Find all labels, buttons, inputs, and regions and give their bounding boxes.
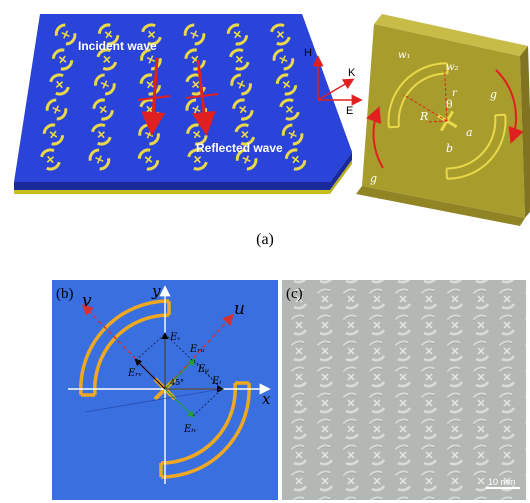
vector-eiv-label: Eᵢᵥ [183, 424, 197, 435]
label-w1: w₁ [398, 50, 411, 61]
axis-y-label: y [151, 282, 161, 300]
resonator-cell [88, 148, 111, 171]
incident-wave-label: Incident wave [78, 39, 157, 53]
resonator-cell [229, 48, 250, 71]
axis-u-label: u [234, 299, 245, 319]
hke-axes: H K E [304, 47, 363, 117]
resonator-cell [140, 48, 162, 71]
panel-b: (b) x y u v [52, 280, 278, 500]
label-a: a [466, 126, 473, 139]
unit-cell: w₁ w₂ R r θ a b g g [356, 14, 530, 226]
angle-label: 45° [170, 378, 184, 387]
resonator-cell [284, 148, 307, 171]
resonator-cell [270, 23, 291, 46]
incident-arrow-cross-2 [185, 93, 219, 99]
resonator-cell [42, 123, 65, 146]
resonator-cell [183, 23, 206, 46]
resonator-cell [279, 98, 300, 121]
axis-h-label: H [304, 47, 312, 59]
axis-x-label: x [262, 390, 271, 408]
label-w2: w₂ [446, 62, 459, 73]
resonator-cell [96, 48, 118, 71]
panel-b-label: (b) [56, 286, 74, 302]
panel-c-label: (c) [286, 286, 303, 302]
resonator-cell [45, 98, 68, 121]
panel-a-caption: (a) [256, 231, 274, 248]
resonator-cell [92, 98, 114, 121]
resonator-cell [281, 123, 304, 146]
resonator-array [40, 23, 307, 171]
axis-v-label: v [82, 291, 92, 311]
resonator-cell [184, 48, 206, 71]
label-theta: θ [446, 98, 453, 111]
resonator-cell [275, 73, 298, 96]
resonator-cell [141, 23, 162, 46]
resonator-cell [51, 48, 74, 71]
resonator-cell [91, 123, 112, 146]
resonator-cell [49, 73, 70, 96]
vector-eru-label: Eᵣᵤ [189, 344, 205, 355]
resonator-cell [137, 148, 160, 171]
resonator-cell [232, 98, 254, 121]
reflected-wave-label: Reflected wave [196, 141, 283, 155]
incident-arrow-cross-1 [137, 95, 171, 101]
resonator-cell [235, 148, 258, 171]
resonator-cell [40, 148, 61, 171]
resonator-cell [94, 73, 116, 96]
resonator-cell [272, 48, 295, 71]
resonator-cell [185, 73, 206, 96]
label-g-left: g [370, 172, 377, 185]
vector-ei-label: Eᵢ [211, 376, 221, 387]
vector-erv-label: Eᵣᵥ [127, 368, 143, 379]
label-r-small: r [452, 88, 458, 99]
axis-e-label: E [346, 105, 353, 117]
panel-c: (c) 10 mm [282, 280, 526, 500]
resonator-cell [234, 123, 256, 146]
label-g-right: g [490, 88, 497, 101]
vector-eu-label: Eᵤ [197, 364, 209, 375]
axis-k-label: K [348, 67, 356, 79]
label-b: b [446, 142, 453, 155]
vector-ev-label: Eᵥ [169, 332, 181, 343]
scale-bar-label: 10 mm [488, 477, 516, 487]
resonator-cell [226, 23, 249, 46]
resonator-cell [230, 73, 252, 96]
resonator-cell [97, 23, 120, 46]
label-r-big: R [419, 110, 428, 123]
resonator-cell [187, 148, 208, 171]
incident-arrow-1 [141, 57, 166, 136]
resonator-cell [54, 23, 77, 46]
